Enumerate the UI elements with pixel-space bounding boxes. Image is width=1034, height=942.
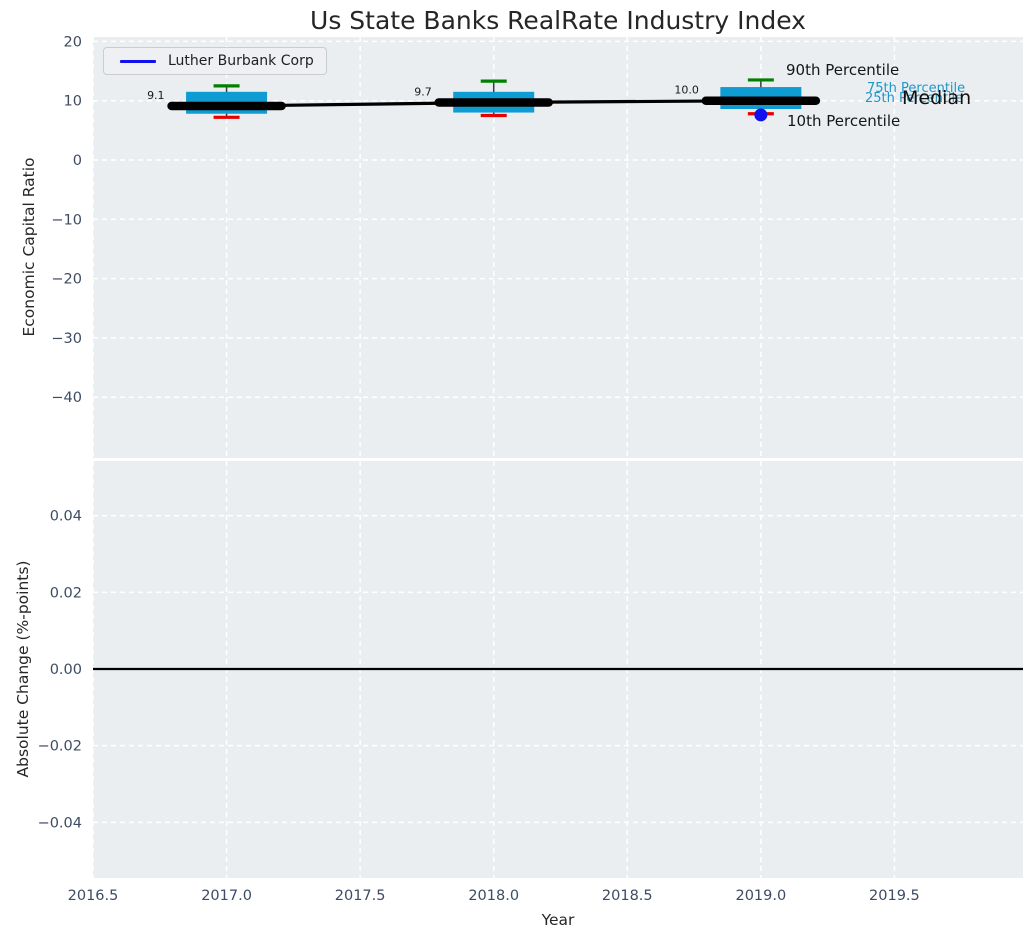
top-y-tick-label: 20 <box>64 34 82 50</box>
median-value-label: 10.0 <box>674 84 699 97</box>
x-tick-label: 2018.0 <box>468 888 519 904</box>
annotation-10th-percentile: 10th Percentile <box>787 112 901 130</box>
x-tick-label: 2017.5 <box>335 888 386 904</box>
x-tick-label: 2018.5 <box>602 888 653 904</box>
bottom-y-tick-label: 0.04 <box>50 509 82 525</box>
annotation-75th-percentile: 75th Percentile <box>867 81 966 96</box>
bottom-y-tick-label: 0.00 <box>50 662 82 678</box>
bottom-y-axis-label: Absolute Change (%-points) <box>14 560 32 778</box>
legend-line-swatch-icon <box>120 59 156 63</box>
median-value-label: 9.7 <box>414 85 432 98</box>
bottom-y-tick-label: 0.02 <box>50 585 82 601</box>
top-y-tick-label: −10 <box>51 212 82 228</box>
chart-title: Us State Banks RealRate Industry Index <box>310 6 806 35</box>
top-y-tick-label: 0 <box>73 153 82 169</box>
top-y-axis-label: Economic Capital Ratio <box>20 157 38 337</box>
x-tick-label: 2019.0 <box>735 888 786 904</box>
legend: Luther Burbank Corp <box>103 47 327 75</box>
legend-label: Luther Burbank Corp <box>168 53 314 69</box>
bottom-y-tick-label: −0.02 <box>38 739 82 755</box>
x-tick-label: 2016.5 <box>68 888 119 904</box>
company-data-point <box>754 108 768 122</box>
annotation-90th-percentile: 90th Percentile <box>786 61 900 79</box>
median-value-label: 9.1 <box>147 89 165 102</box>
x-tick-label: 2017.0 <box>201 888 252 904</box>
top-y-tick-label: −30 <box>51 331 82 347</box>
top-y-tick-label: 10 <box>64 94 82 110</box>
annotation-25th-percentile: 25th Percentile <box>865 91 964 106</box>
annotation-median: Median <box>902 87 972 109</box>
bottom-y-tick-label: −0.04 <box>38 815 82 831</box>
x-axis-label: Year <box>541 911 575 929</box>
top-y-tick-label: −20 <box>51 272 82 288</box>
x-tick-label: 2019.5 <box>869 888 920 904</box>
top-y-tick-label: −40 <box>51 390 82 406</box>
